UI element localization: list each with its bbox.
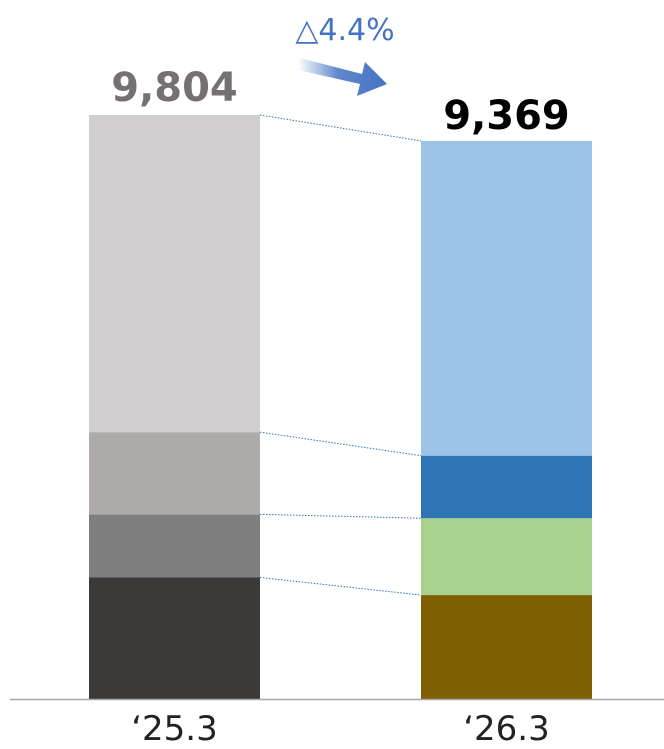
bar-segment-26-3-2 xyxy=(421,518,592,596)
bar-segment-25-3-1 xyxy=(89,577,260,699)
change-label: △4.4% xyxy=(295,13,394,48)
bar-segment-25-3-2 xyxy=(89,514,260,578)
bars-layer xyxy=(89,115,592,699)
bar-segment-26-3-4 xyxy=(421,140,592,456)
connector-line-1 xyxy=(259,576,422,596)
total-label-26-3: 9,369 xyxy=(443,93,570,139)
connector-line-3 xyxy=(259,431,422,457)
arrow-shape xyxy=(298,58,387,96)
x-tick-label-25-3: ‘25.3 xyxy=(131,709,218,749)
total-label-25-3: 9,804 xyxy=(111,65,238,111)
connector-line-4 xyxy=(259,114,422,142)
decrease-arrow-icon xyxy=(298,58,387,96)
connector-line-2 xyxy=(259,513,422,519)
bar-segment-25-3-3 xyxy=(89,432,260,515)
bar-segment-26-3-3 xyxy=(421,455,592,519)
bar-segment-25-3-4 xyxy=(89,115,260,433)
bar-segment-26-3-1 xyxy=(421,595,592,699)
connector-lines xyxy=(259,114,422,596)
x-tick-label-26-3: ‘26.3 xyxy=(463,709,550,749)
